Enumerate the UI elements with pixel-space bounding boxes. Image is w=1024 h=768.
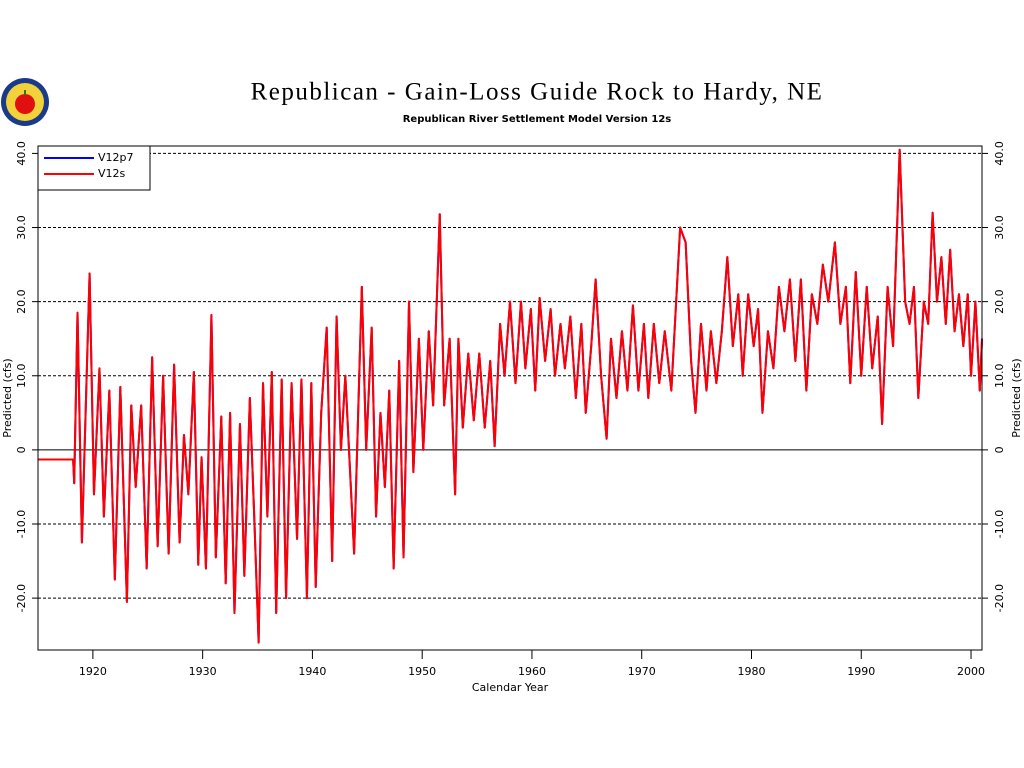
chart-title: Republican - Gain-Loss Guide Rock to Har… [251, 79, 824, 106]
y-tick-label: 0 [15, 446, 28, 453]
x-tick-label: 1930 [189, 665, 217, 678]
legend-box [37, 145, 151, 191]
x-tick-label: 2000 [957, 665, 985, 678]
x-tick-label: 1940 [298, 665, 326, 678]
y2-axis-label: Predicted (cfs) [1010, 358, 1023, 437]
y2-tick-label: -20.0 [993, 584, 1006, 612]
series-line [38, 148, 983, 644]
logo [1, 78, 49, 126]
x-tick-label: 1990 [847, 665, 875, 678]
x-tick-label: 1970 [628, 665, 656, 678]
series-line [38, 148, 983, 644]
y2-tick-label: -10.0 [993, 510, 1006, 538]
y2-tick-label: 20.0 [993, 289, 1006, 314]
legend-label: V12s [98, 167, 126, 180]
y-tick-label: 20.0 [15, 289, 28, 314]
y-tick-label: -10.0 [15, 510, 28, 538]
x-axis-label: Calendar Year [472, 681, 549, 694]
y-tick-label: 30.0 [15, 215, 28, 240]
y-tick-label: 10.0 [15, 364, 28, 389]
x-tick-label: 1950 [408, 665, 436, 678]
plot-frame [37, 145, 983, 651]
y-axis-label: Predicted (cfs) [1, 358, 14, 437]
x-tick-label: 1980 [737, 665, 765, 678]
y2-tick-label: 30.0 [993, 215, 1006, 240]
chart-subtitle: Republican River Settlement Model Versio… [403, 114, 672, 125]
y-tick-label: -20.0 [15, 584, 28, 612]
x-tick-label: 1920 [79, 665, 107, 678]
y2-tick-label: 0 [993, 446, 1006, 453]
y2-tick-label: 10.0 [993, 364, 1006, 389]
y2-tick-label: 40.0 [993, 141, 1006, 166]
legend-label: V12p7 [98, 151, 134, 164]
y-tick-label: 40.0 [15, 141, 28, 166]
x-tick-label: 1960 [518, 665, 546, 678]
